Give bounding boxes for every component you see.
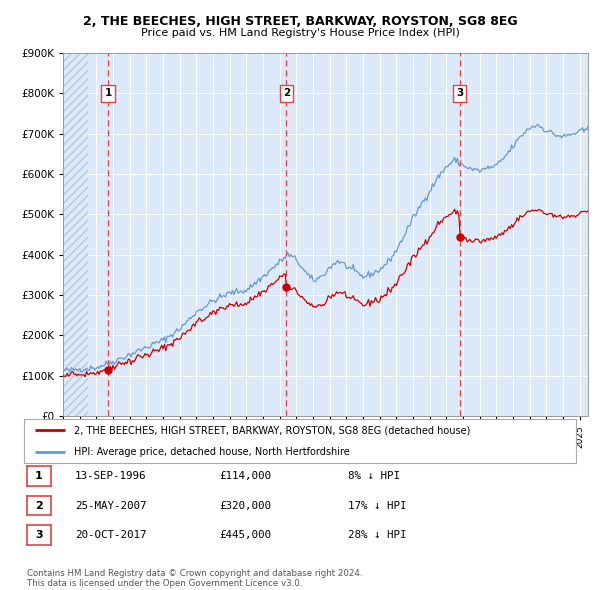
Text: Contains HM Land Registry data © Crown copyright and database right 2024.
This d: Contains HM Land Registry data © Crown c… — [27, 569, 362, 588]
Text: Price paid vs. HM Land Registry's House Price Index (HPI): Price paid vs. HM Land Registry's House … — [140, 28, 460, 38]
Text: 20-OCT-2017: 20-OCT-2017 — [75, 530, 146, 540]
Text: HPI: Average price, detached house, North Hertfordshire: HPI: Average price, detached house, Nort… — [74, 447, 349, 457]
Text: 2: 2 — [283, 88, 290, 99]
Text: 2, THE BEECHES, HIGH STREET, BARKWAY, ROYSTON, SG8 8EG (detached house): 2, THE BEECHES, HIGH STREET, BARKWAY, RO… — [74, 425, 470, 435]
Text: 3: 3 — [456, 88, 463, 99]
Text: 25-MAY-2007: 25-MAY-2007 — [75, 501, 146, 510]
Text: 1: 1 — [35, 471, 43, 481]
Text: £320,000: £320,000 — [219, 501, 271, 510]
Text: £114,000: £114,000 — [219, 471, 271, 481]
Bar — [63, 53, 88, 416]
Text: 2: 2 — [35, 501, 43, 510]
Text: 3: 3 — [35, 530, 43, 540]
Text: 8% ↓ HPI: 8% ↓ HPI — [348, 471, 400, 481]
Text: 1: 1 — [104, 88, 112, 99]
Text: 13-SEP-1996: 13-SEP-1996 — [75, 471, 146, 481]
Text: 2, THE BEECHES, HIGH STREET, BARKWAY, ROYSTON, SG8 8EG: 2, THE BEECHES, HIGH STREET, BARKWAY, RO… — [83, 15, 517, 28]
Text: 17% ↓ HPI: 17% ↓ HPI — [348, 501, 407, 510]
Text: 28% ↓ HPI: 28% ↓ HPI — [348, 530, 407, 540]
Text: £445,000: £445,000 — [219, 530, 271, 540]
